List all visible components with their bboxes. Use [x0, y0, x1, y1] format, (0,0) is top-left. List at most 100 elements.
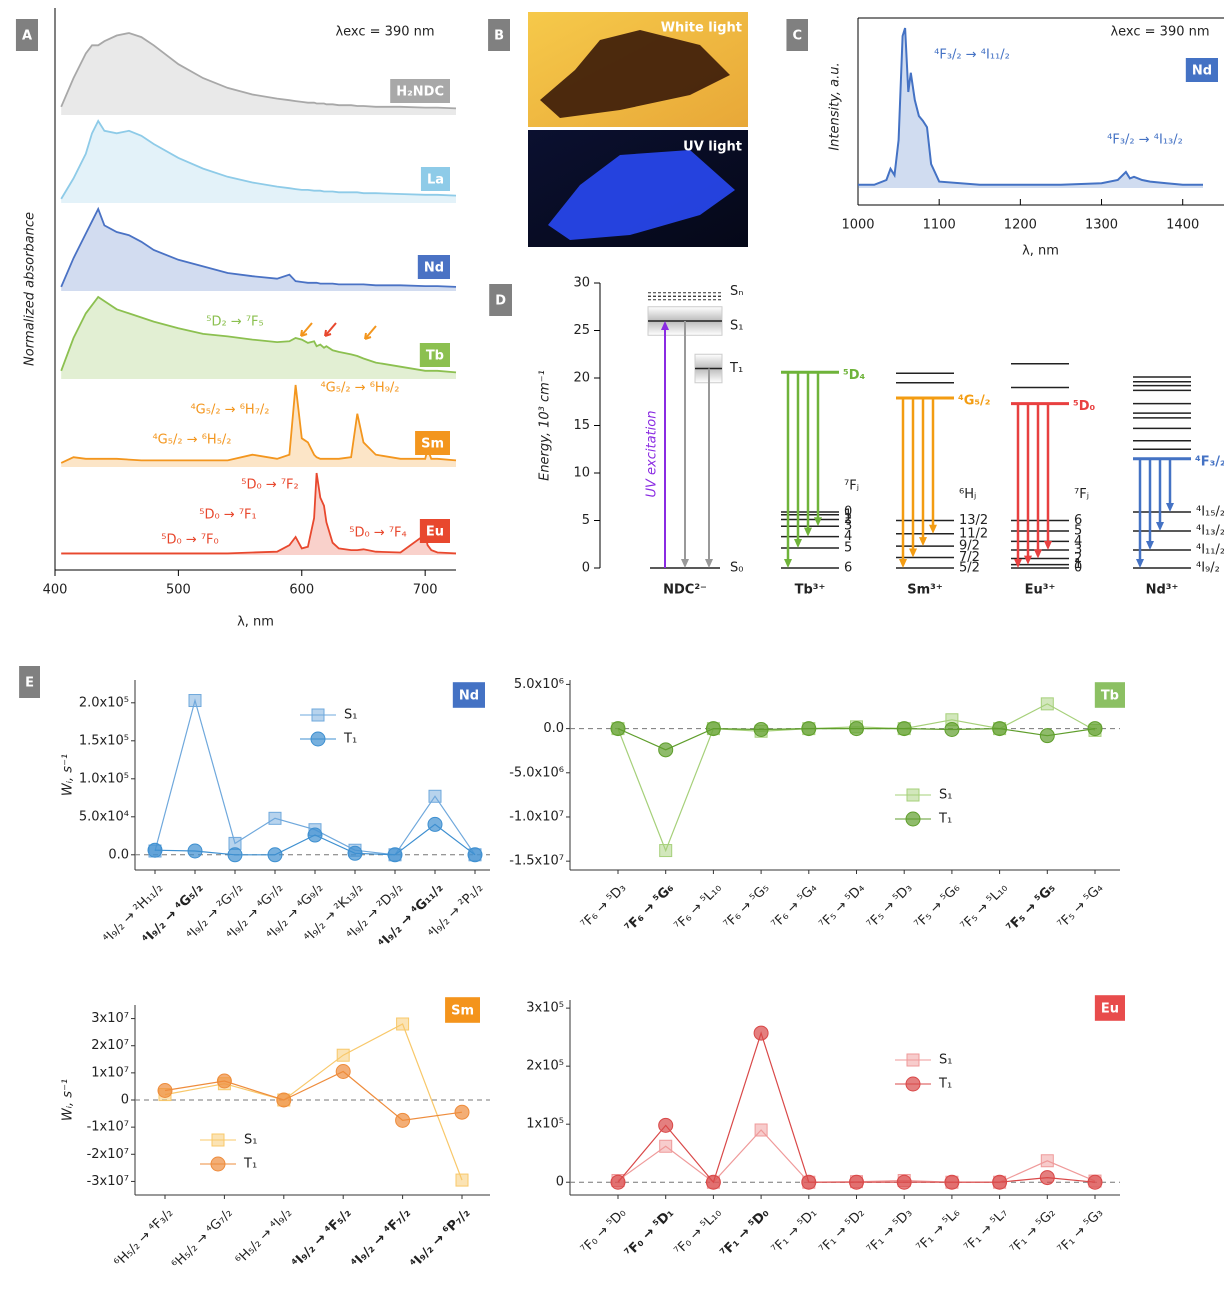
- y-axis-title: Wᵢ, s⁻¹: [61, 754, 76, 796]
- marker-square: [660, 845, 672, 857]
- y-tick-label: 5.0x10⁶: [514, 677, 564, 692]
- marker-circle: [348, 846, 362, 860]
- legend-marker: [212, 1134, 224, 1146]
- marker-circle: [706, 722, 720, 736]
- legend-marker: [312, 709, 324, 721]
- marker-circle: [754, 1026, 768, 1040]
- y-tick-label: 1x10⁷: [91, 1065, 129, 1080]
- series-line: [618, 1130, 1095, 1182]
- y-tick-label: -1.5x10⁷: [509, 854, 564, 869]
- label-badge-text: Nd: [424, 261, 444, 276]
- x-tick-label: ⁷F₀ → ⁵L₁₀: [672, 1206, 725, 1259]
- label-badge-text: Tb: [1101, 689, 1119, 704]
- x-tick-label: 1100: [923, 218, 956, 233]
- y-tick-label: 5.0x10⁴: [79, 809, 129, 824]
- y-tick-label: 0: [556, 1175, 564, 1190]
- legend-label: S₁: [939, 1053, 952, 1068]
- y-tick-label: -3x10⁷: [87, 1174, 129, 1189]
- level-label: 0: [844, 504, 852, 519]
- photo-panel: White light UV light: [528, 12, 748, 247]
- arrow: [301, 323, 312, 336]
- arrow-head: [784, 559, 792, 568]
- x-tick-label: ⁷F₁ → ⁵G₃: [1055, 1206, 1106, 1257]
- y-tick-label: -5.0x10⁶: [509, 765, 564, 780]
- excitation-label: UV excitation: [645, 411, 660, 498]
- level-label: ⁴I₉/₂: [1196, 561, 1220, 576]
- legend-marker: [907, 789, 919, 801]
- label-badge-text: E: [25, 676, 34, 691]
- series-line: [618, 1033, 1095, 1182]
- y-tick-label: 0: [582, 561, 590, 576]
- y-tick-label: 0.0: [108, 847, 129, 862]
- page: {"photos":{"panel":"B","labels":["White …: [0, 0, 1224, 1306]
- legend-label: S₁: [244, 1133, 257, 1148]
- spectrum-line: [61, 385, 456, 463]
- marker-circle: [1088, 722, 1102, 736]
- y-tick-label: 1x10⁵: [526, 1117, 564, 1132]
- legend-label: T₁: [938, 1077, 952, 1092]
- x-tick-label: ⁷F₅ → ⁵D₄: [817, 881, 868, 932]
- x-tick-label: ⁷F₆ → ⁵G₅: [721, 881, 772, 932]
- arrow-head: [1024, 556, 1032, 565]
- state-label: S₀: [730, 561, 743, 576]
- legend-label: S₁: [344, 708, 357, 723]
- arrow-head: [1136, 559, 1144, 568]
- marker-circle: [1088, 1175, 1102, 1189]
- marker-circle: [945, 722, 959, 736]
- level-label: ⁴I₁₅/₂: [1196, 504, 1224, 519]
- y-tick-label: 10: [573, 466, 590, 481]
- legend-marker: [906, 812, 920, 826]
- legend-marker: [211, 1157, 225, 1171]
- state-label: S₁: [730, 319, 743, 334]
- x-tick-label: ⁷F₅ → ⁵D₃: [864, 881, 915, 932]
- x-tick-label: ⁷F₁ → ⁵L₆: [914, 1206, 963, 1255]
- marker-circle: [1040, 1171, 1054, 1185]
- marker-square: [429, 790, 441, 802]
- marker-square: [269, 812, 281, 824]
- legend-marker: [906, 1077, 920, 1091]
- marker-circle: [396, 1113, 410, 1127]
- annotation: ⁵D₀ → ⁷F₄: [349, 526, 407, 541]
- x-tick-label: ⁷F₆ → ⁵G₄: [769, 881, 820, 932]
- level-label: ⁴I₁₁/₂: [1196, 542, 1224, 557]
- y-tick-label: -2x10⁷: [87, 1147, 129, 1162]
- x-tick-label: ⁴I₉/₂ → ⁴F₇/₂: [349, 1206, 414, 1271]
- emitting-label: ⁵D₄: [843, 368, 865, 383]
- x-tick-label: ⁶H₅/₂ → ⁴F₃/₂: [112, 1206, 177, 1271]
- x-tick-label: 500: [166, 583, 191, 598]
- annotation: ⁴F₃/₂ → ⁴I₁₁/₂: [934, 48, 1010, 63]
- arrow-head: [1166, 503, 1174, 512]
- marker-circle: [897, 1175, 911, 1189]
- y-tick-label: -1x10⁷: [87, 1120, 129, 1135]
- annotation: ⁵D₀ → ⁷F₀: [161, 533, 219, 548]
- arrow: [325, 323, 336, 336]
- column-name: Tb³⁺: [795, 583, 826, 598]
- arrow-head: [1156, 522, 1164, 531]
- x-tick-label: ⁷F₁ → ⁵D₂: [817, 1206, 868, 1257]
- annotation: ⁴F₃/₂ → ⁴I₁₃/₂: [1107, 133, 1183, 148]
- arrow-head: [1146, 541, 1154, 550]
- y-tick-label: 2.0x10⁵: [79, 695, 129, 710]
- x-tick-label: 400: [43, 583, 68, 598]
- y-tick-label: 15: [573, 418, 590, 433]
- arrow-head: [919, 537, 927, 546]
- emitting-label: ⁴G₅/₂: [958, 393, 991, 408]
- marker-circle: [148, 843, 162, 857]
- x-tick-label: ⁷F₅ → ⁵G₄: [1055, 881, 1106, 932]
- label-badge-text: A: [22, 29, 32, 44]
- y-tick-label: 0.0: [543, 721, 564, 736]
- annotation: ⁵D₀ → ⁷F₂: [241, 478, 299, 493]
- marker-circle: [336, 1065, 350, 1079]
- label-badge-text: Sm: [451, 1004, 474, 1019]
- legend-label: T₁: [938, 812, 952, 827]
- label-badge-text: Nd: [1192, 64, 1212, 79]
- annotation: ⁴G₅/₂ → ⁶H₉/₂: [320, 381, 399, 396]
- arrow-head: [814, 517, 822, 526]
- arrow-head: [909, 549, 917, 558]
- legend-label: S₁: [939, 788, 952, 803]
- marker-circle: [468, 848, 482, 862]
- y-tick-label: 0: [121, 1093, 129, 1108]
- legend-marker: [311, 732, 325, 746]
- level-label: 13/2: [959, 513, 988, 528]
- x-tick-label: ⁷F₁ → ⁵D₃: [864, 1206, 915, 1257]
